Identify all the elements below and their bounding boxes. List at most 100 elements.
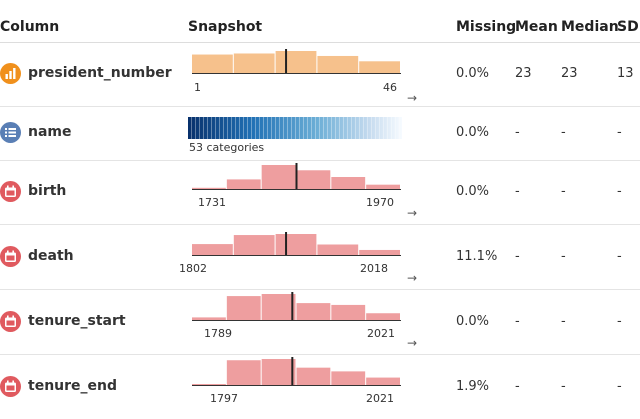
- mean-header[interactable]: Mean: [515, 19, 558, 35]
- category-gradient-bar: [188, 117, 402, 139]
- table-row[interactable]: birth 1731 1970 → 0.0% - - -: [0, 161, 640, 225]
- histogram-bar: [192, 244, 233, 255]
- histogram-bar: [359, 249, 400, 255]
- median-value: -: [561, 184, 566, 199]
- column-name: death: [28, 248, 74, 264]
- calendar-icon: [0, 246, 21, 267]
- histogram-bar: [296, 367, 331, 385]
- median-value: 23: [561, 66, 578, 81]
- sd-value: 13: [617, 66, 634, 81]
- histogram-bar: [233, 53, 275, 73]
- histogram-bar: [192, 187, 226, 189]
- histogram-bar: [261, 359, 296, 385]
- histogram-bar: [317, 244, 359, 255]
- table-row[interactable]: death 1802 2018 → 11.1% - - -: [0, 225, 640, 290]
- histogram-bar: [226, 360, 261, 385]
- summary-table: Column Snapshot Missing Mean Median SD p…: [0, 0, 640, 405]
- mean-value: -: [515, 379, 520, 394]
- sd-value: -: [617, 184, 622, 199]
- bar-chart-icon: [0, 63, 21, 84]
- table-row[interactable]: president_number 1 46 → 0.0% 23 23 13: [0, 43, 640, 107]
- arrow-icon[interactable]: →: [407, 336, 418, 350]
- histogram-bar: [192, 317, 226, 320]
- mean-value: -: [515, 184, 520, 199]
- histogram-bar: [331, 371, 366, 385]
- tick-label-max: 2018: [360, 262, 388, 275]
- histogram-bar: [366, 313, 400, 320]
- calendar-icon: [0, 376, 21, 397]
- sd-value: -: [617, 125, 622, 140]
- column-name: president_number: [28, 65, 172, 81]
- median-value: -: [561, 379, 566, 394]
- table-row[interactable]: tenure_start 1789 2021 → 0.0% - - -: [0, 290, 640, 355]
- histogram-bar: [192, 54, 233, 73]
- histogram-bar: [366, 377, 400, 385]
- histogram-bar: [331, 304, 366, 320]
- missing-value: 0.0%: [456, 125, 490, 140]
- table-row[interactable]: tenure_end 1797 2021 1.9% - - -: [0, 355, 640, 419]
- tick-label-max: 1970: [366, 196, 394, 209]
- histogram-bar: [226, 179, 261, 189]
- sd-value: -: [617, 379, 622, 394]
- arrow-icon[interactable]: →: [407, 91, 418, 105]
- table-row[interactable]: name 53 categories 0.0% - - -: [0, 107, 640, 161]
- mean-value: 23: [515, 66, 532, 81]
- tick-label-min: 1: [194, 81, 201, 94]
- arrow-icon[interactable]: →: [407, 206, 418, 220]
- histogram: 1802 2018: [179, 232, 401, 275]
- column-name: birth: [28, 183, 67, 199]
- missing-value: 1.9%: [456, 379, 490, 394]
- histogram: 1789 2021: [192, 292, 401, 340]
- category-stripes: [188, 117, 402, 139]
- missing-value: 0.0%: [456, 66, 490, 81]
- histogram: 1797 2021: [192, 357, 401, 405]
- table-header: Column Snapshot Missing Mean Median SD: [0, 0, 640, 43]
- median-value: -: [561, 249, 566, 264]
- median-value: -: [561, 314, 566, 329]
- tick-label-max: 2021: [367, 327, 395, 340]
- median-value: -: [561, 125, 566, 140]
- column-name: name: [28, 124, 72, 140]
- column-name: tenure_start: [28, 313, 126, 329]
- sd-value: -: [617, 249, 622, 264]
- mean-value: -: [515, 314, 520, 329]
- histogram-bar: [275, 51, 317, 73]
- tick-label-min: 1802: [179, 262, 207, 275]
- tick-label-min: 1731: [198, 196, 226, 209]
- missing-value: 0.0%: [456, 184, 490, 199]
- arrow-icon[interactable]: →: [407, 271, 418, 285]
- tick-label-min: 1797: [210, 392, 238, 405]
- missing-header[interactable]: Missing: [456, 19, 517, 35]
- calendar-icon: [0, 311, 21, 332]
- histogram-bar: [192, 384, 226, 385]
- mean-value: -: [515, 249, 520, 264]
- histogram-bar: [261, 294, 296, 320]
- histogram-bar: [261, 165, 296, 189]
- histogram-bar: [296, 170, 331, 189]
- histogram-bar: [296, 303, 331, 320]
- tick-label-min: 1789: [204, 327, 232, 340]
- missing-value: 0.0%: [456, 314, 490, 329]
- missing-value: 11.1%: [456, 249, 498, 264]
- column-header[interactable]: Column: [0, 19, 60, 35]
- sd-value: -: [617, 314, 622, 329]
- histogram-bar: [275, 234, 317, 255]
- histogram: 1 46: [192, 49, 401, 94]
- tick-label-max: 46: [383, 81, 397, 94]
- mean-value: -: [515, 125, 520, 140]
- histogram-bar: [317, 55, 359, 73]
- histogram-bar: [226, 296, 261, 320]
- column-name: tenure_end: [28, 378, 118, 394]
- histogram-bar: [233, 235, 275, 255]
- snapshot-header[interactable]: Snapshot: [188, 19, 263, 35]
- median-header[interactable]: Median: [561, 19, 619, 35]
- categories-count: 53 categories: [189, 141, 265, 154]
- tick-label-max: 2021: [366, 392, 394, 405]
- histogram-bar: [331, 177, 366, 189]
- list-icon: [0, 122, 21, 143]
- histogram-bar: [359, 61, 400, 73]
- sd-header[interactable]: SD: [617, 19, 639, 35]
- calendar-icon: [0, 181, 21, 202]
- histogram: 1731 1970: [192, 163, 401, 209]
- histogram-bar: [366, 184, 400, 189]
